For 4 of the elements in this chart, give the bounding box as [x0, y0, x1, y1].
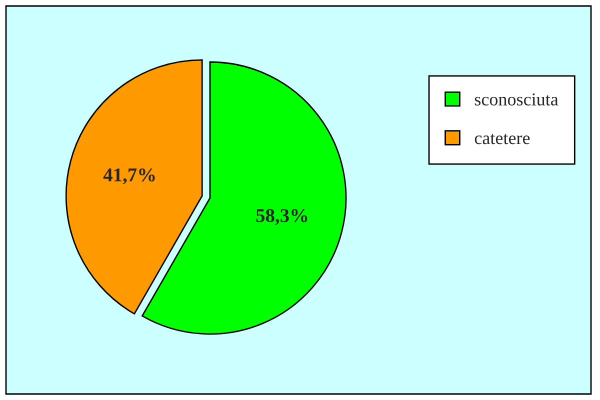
legend-label: sconosciuta	[474, 93, 558, 106]
data-label: 41,7%	[103, 168, 155, 184]
legend-label: catetere	[474, 134, 530, 144]
data-label: 58,3%	[256, 209, 308, 225]
